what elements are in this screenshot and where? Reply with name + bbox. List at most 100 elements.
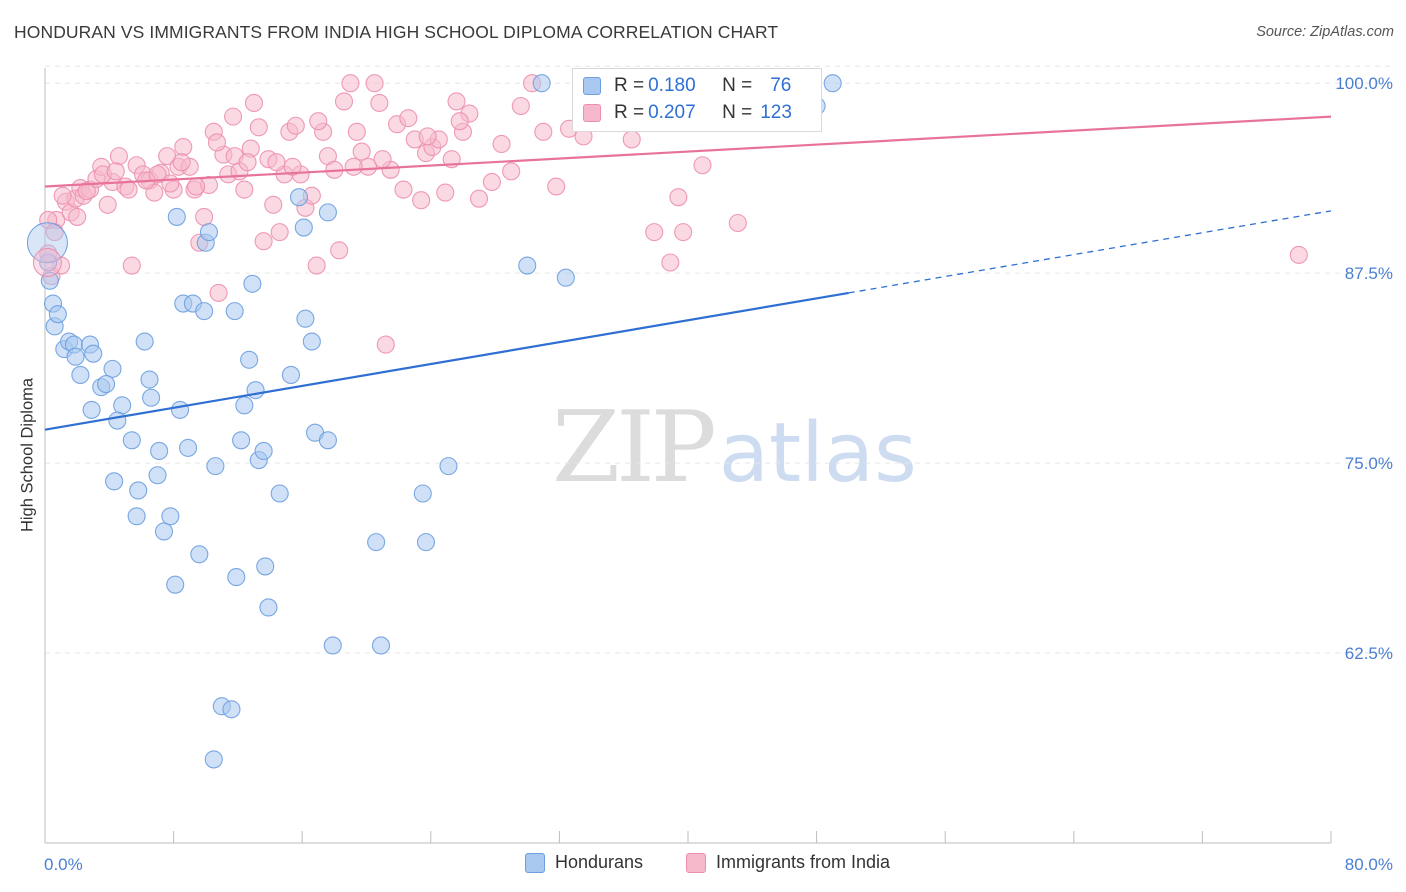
- honduran-point: [439, 457, 458, 476]
- hondurans-trend-extension: [848, 210, 1332, 294]
- honduran-point: [108, 411, 127, 430]
- honduran-point: [254, 441, 273, 460]
- honduran-point: [154, 522, 174, 541]
- india-point: [119, 180, 138, 199]
- india-point: [172, 153, 191, 172]
- honduran-point: [235, 396, 254, 415]
- honduran-point: [302, 332, 321, 351]
- r-value: 0.207: [648, 102, 696, 123]
- india-point: [307, 256, 326, 275]
- india-point: [394, 180, 413, 199]
- india-point: [286, 116, 305, 135]
- india-point: [352, 142, 371, 161]
- honduran-point: [246, 381, 265, 400]
- india-point: [309, 112, 328, 131]
- watermark: ZIPatlas: [552, 398, 917, 497]
- india-point: [436, 183, 455, 202]
- india-point: [238, 153, 257, 172]
- india-point: [244, 93, 264, 113]
- india-point: [53, 186, 72, 205]
- honduran-point: [167, 207, 186, 226]
- legend-item-india: Immigrants from India: [686, 852, 890, 873]
- india-point: [209, 283, 228, 302]
- india-point: [469, 189, 489, 208]
- honduran-point: [225, 302, 244, 321]
- india-point: [450, 112, 469, 131]
- axis-layer: [44, 68, 1332, 844]
- india-point: [373, 150, 392, 169]
- honduran-point: [150, 441, 169, 460]
- honduran-point: [179, 438, 198, 457]
- india-point: [106, 162, 125, 181]
- honduran-point: [823, 74, 842, 93]
- india-point: [148, 165, 167, 184]
- y-tick-label: 62.5%: [1345, 644, 1393, 663]
- honduran-point: [204, 750, 223, 769]
- trend-layer: [44, 115, 1332, 431]
- india-legend-swatch: [686, 852, 706, 873]
- honduran-point: [294, 218, 313, 237]
- honduran-point: [289, 188, 309, 207]
- india-point: [661, 253, 680, 272]
- honduran-point: [127, 507, 146, 526]
- chart-title: HONDURAN VS IMMIGRANTS FROM INDIA HIGH S…: [14, 22, 779, 42]
- india-point: [283, 157, 302, 176]
- n-value: 123: [760, 102, 792, 123]
- india-point: [502, 162, 521, 181]
- honduran-point: [270, 484, 289, 503]
- honduran-point: [281, 365, 300, 385]
- india-point: [376, 335, 395, 354]
- honduran-point: [148, 466, 167, 485]
- india-point: [161, 174, 180, 193]
- india-legend-label: Immigrants from India: [716, 852, 891, 872]
- honduran-point: [84, 344, 103, 363]
- india-point: [365, 74, 384, 93]
- india-point: [447, 92, 466, 111]
- n-label: N =: [722, 75, 753, 96]
- n-label: N =: [722, 102, 753, 123]
- india-point: [77, 182, 96, 201]
- honduran-point: [318, 431, 337, 450]
- india-point: [270, 223, 289, 242]
- honduran-point: [48, 305, 67, 324]
- honduran-point: [71, 365, 90, 385]
- honduran-point: [371, 636, 391, 655]
- hondurans-trend-line: [44, 291, 849, 431]
- india-point: [195, 207, 214, 226]
- india-point: [174, 137, 193, 157]
- india-point: [693, 156, 712, 175]
- india-point: [344, 157, 363, 176]
- india-point: [728, 213, 747, 233]
- honduran-point: [243, 274, 262, 293]
- honduran-point: [140, 370, 159, 389]
- legend-row-india: R = 0.207 N = 123: [583, 100, 792, 126]
- honduran-point: [232, 431, 251, 450]
- points-layer: [26, 74, 1308, 769]
- india-point: [341, 74, 360, 93]
- hondurans-legend-swatch: [525, 852, 545, 873]
- honduran-point: [105, 472, 124, 491]
- honduran-point: [222, 700, 241, 719]
- india-point: [122, 256, 141, 275]
- india-point: [235, 180, 254, 199]
- india-point: [547, 177, 566, 196]
- india-point: [330, 241, 349, 260]
- honduran-point: [129, 481, 148, 500]
- india-point: [267, 153, 286, 172]
- honduran-point: [296, 309, 315, 328]
- india-point: [1289, 245, 1308, 264]
- x-tick-label-max: 80.0%: [1345, 855, 1393, 874]
- honduran-point: [142, 388, 161, 407]
- stats-legend: R = 0.180 N = 76 R = 0.207 N = 123: [572, 68, 822, 132]
- india-point: [68, 207, 87, 226]
- honduran-point: [532, 74, 551, 93]
- honduran-point: [82, 400, 101, 419]
- india-point: [347, 122, 366, 141]
- india-point: [370, 93, 389, 113]
- india-point: [207, 133, 227, 152]
- honduran-point: [113, 396, 132, 415]
- hondurans-swatch: [583, 77, 601, 95]
- india-point: [674, 223, 693, 242]
- legend-row-hondurans: R = 0.180 N = 76: [583, 73, 791, 99]
- honduran-point: [135, 332, 154, 351]
